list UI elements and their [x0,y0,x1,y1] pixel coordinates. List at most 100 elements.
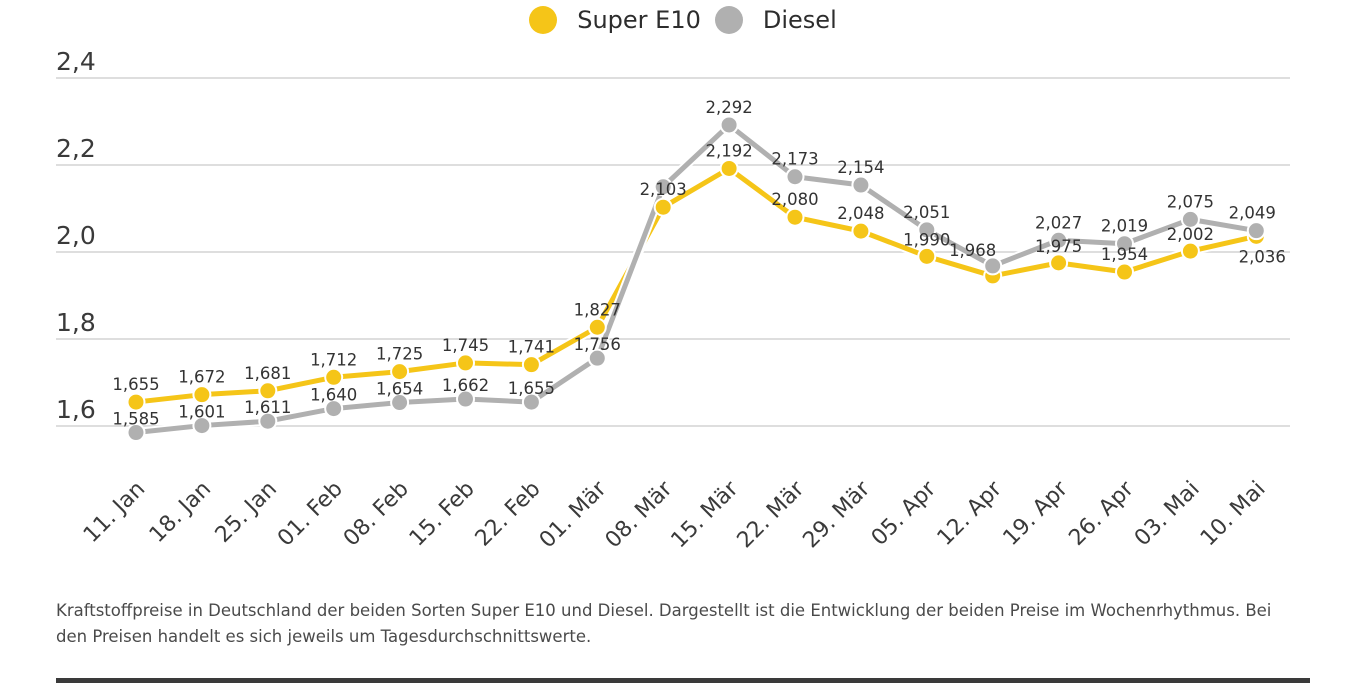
y-tick-label: 2,2 [56,134,96,163]
data-point-super-e10 [917,246,937,266]
data-label-super-e10: 1,681 [244,364,291,383]
data-point-super-e10 [126,392,146,412]
x-tick-label: 01. Mär [535,476,612,553]
data-point-diesel [917,220,937,240]
data-point-diesel [1049,230,1069,250]
data-label-super-e10: 2,002 [1167,225,1214,244]
data-point-diesel [324,399,344,419]
data-label-super-e10: 1,990 [903,230,950,249]
data-label-diesel: 2,154 [837,158,884,177]
data-label-super-e10: 1,975 [1035,237,1082,256]
data-label-diesel: 1,655 [508,379,555,398]
data-point-diesel [719,115,739,135]
data-point-diesel [192,416,212,436]
data-label-diesel: 2,019 [1101,217,1148,236]
y-axis-ticks: 1,6 1,8 2,0 2,2 2,4 [56,47,96,424]
x-tick-label: 15. Mär [667,476,744,553]
data-point-diesel [983,256,1003,276]
x-tick-label: 26. Apr [1064,476,1139,551]
x-tick-label: 15. Feb [405,477,480,552]
legend-item-super-e10[interactable]: Super E10 [529,6,701,34]
data-point-diesel [126,423,146,443]
series-line-halo [135,163,1258,407]
chart-legend: Super E10 Diesel [0,6,1366,34]
x-tick-label: 10. Mai [1196,477,1271,552]
x-tick-label: 22. Feb [471,477,546,552]
x-tick-label: 08. Mär [601,476,678,553]
series-line-diesel [135,122,1257,436]
data-point-super-e10 [851,221,871,241]
data-label-super-e10: 2,036 [1239,247,1286,266]
data-point-diesel [390,393,410,413]
x-tick-label: 08. Feb [339,477,414,552]
data-point-super-e10 [258,381,278,401]
gridlines [56,77,1290,427]
data-label-super-e10: 1,655 [112,375,159,394]
y-tick-label: 1,8 [56,308,96,337]
data-label-super-e10: 1,725 [376,345,423,364]
data-label-diesel: 2,051 [903,203,950,222]
data-point-diesel [1115,234,1134,254]
data-label-diesel: 1,585 [112,410,159,429]
data-label-diesel: 1,968 [949,241,996,260]
data-label-diesel: 2,173 [771,150,818,169]
x-tick-label: 18. Jan [145,477,216,548]
x-tick-label: 29. Mär [798,476,875,553]
data-point-super-e10 [1180,241,1200,261]
data-point-diesel [1246,221,1266,241]
data-point-diesel [851,175,871,195]
x-tick-label: 12. Apr [933,476,1008,551]
data-label-super-e10: 2,048 [837,204,884,223]
x-tick-label: 19. Apr [999,476,1074,551]
data-label-diesel: 1,756 [574,335,621,354]
data-point-super-e10 [324,367,344,387]
legend-swatch-super-e10 [529,6,558,34]
data-point-super-e10 [653,197,673,217]
data-label-super-e10: 1,712 [310,350,357,369]
data-labels: 1,655 1,585 1,672 1,601 1,681 1,611 1,712 1,640… [112,98,1286,429]
legend-item-diesel[interactable]: Diesel [714,6,837,34]
x-tick-label: 11. Jan [79,477,150,548]
data-label-super-e10: 2,192 [705,141,752,160]
y-tick-label: 2,0 [56,221,96,250]
data-label-super-e10: 1,672 [178,368,225,387]
data-label-diesel: 1,611 [244,398,291,417]
x-tick-label: 22. Mär [733,476,810,553]
data-label-diesel: 1,654 [376,380,423,399]
data-point-diesel [785,167,805,187]
y-tick-label: 1,6 [56,395,96,424]
data-label-super-e10: 2,103 [640,180,687,199]
x-tick-label: 25. Jan [211,477,282,548]
data-point-diesel [521,392,541,412]
data-point-diesel [456,389,475,409]
data-point-diesel [653,177,673,197]
legend-swatch-diesel [714,6,743,34]
data-point-super-e10 [521,355,541,375]
data-label-super-e10: 2,080 [771,190,818,209]
legend-label-diesel: Diesel [762,6,837,34]
legend-label-super-e10: Super E10 [577,6,701,34]
data-label-diesel: 1,601 [178,403,225,422]
data-point-super-e10 [456,353,475,373]
data-label-super-e10: 1,745 [442,336,489,355]
data-point-super-e10 [719,158,739,178]
data-label-super-e10: 1,954 [1101,245,1148,264]
data-point-super-e10 [1049,253,1069,273]
series-points [126,115,1266,443]
chart-caption: Kraftstoffpreise in Deutschland der beid… [56,601,1272,646]
data-point-diesel [587,348,607,368]
x-tick-label: 03. Mai [1130,477,1205,552]
data-point-super-e10 [1115,262,1134,282]
data-label-diesel: 1,662 [442,376,489,395]
data-label-diesel: 2,049 [1229,204,1276,223]
data-point-diesel [258,411,278,431]
data-point-super-e10 [785,207,805,227]
data-point-super-e10 [192,385,212,405]
y-tick-label: 2,4 [56,47,96,76]
data-label-super-e10: 1,741 [508,338,555,357]
bottom-divider [56,678,1310,683]
data-point-super-e10 [390,362,410,382]
data-label-diesel: 2,292 [705,98,752,117]
